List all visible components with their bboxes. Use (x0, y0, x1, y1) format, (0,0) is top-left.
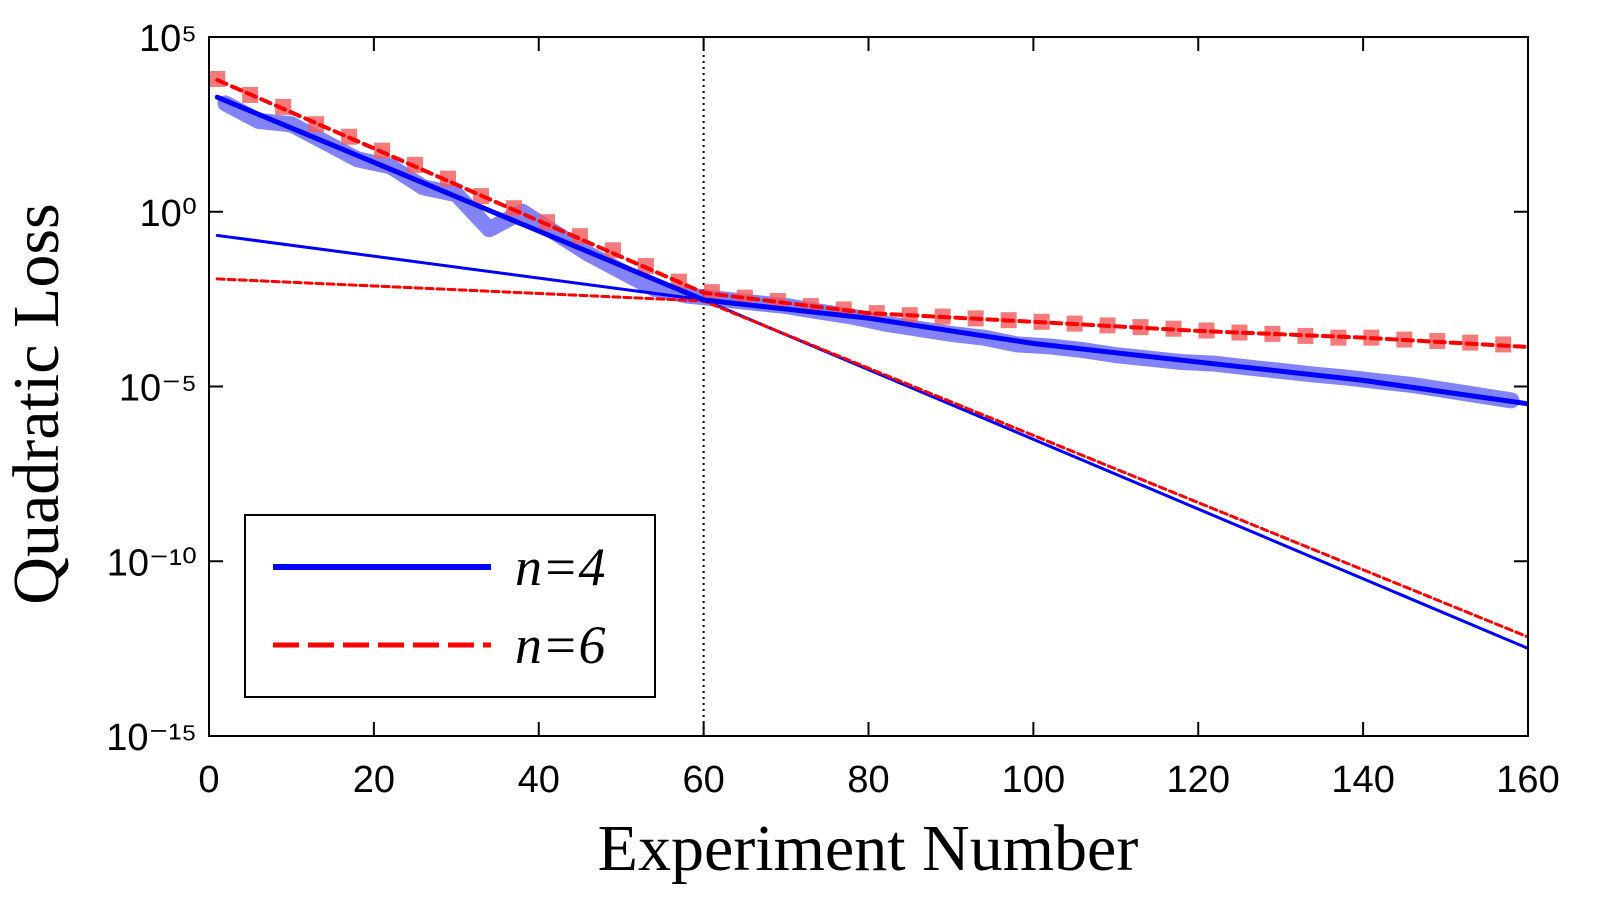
x-tick-label: 160 (1496, 759, 1559, 801)
legend-label: n=6 (515, 615, 605, 675)
series-line (214, 94, 1528, 407)
plot-area (209, 37, 1528, 736)
x-tick-label: 20 (353, 759, 395, 801)
series-line (215, 77, 1528, 349)
legend-label: n=4 (515, 537, 605, 597)
x-tick-label: 140 (1331, 759, 1394, 801)
plot-frame (208, 36, 1529, 737)
y-tick-label: 10⁻¹⁰ (107, 542, 197, 584)
x-tick-label: 100 (1002, 759, 1065, 801)
y-tick-label: 10⁻¹⁵ (106, 717, 197, 759)
x-tick-label: 120 (1167, 759, 1230, 801)
marker (1264, 325, 1281, 342)
x-tick-label: 80 (847, 759, 889, 801)
marker (1231, 324, 1248, 341)
x-tick-label: 40 (518, 759, 560, 801)
legend-box (244, 514, 656, 698)
marker (769, 292, 786, 309)
x-axis-label: Experiment Number (598, 812, 1139, 885)
y-axis-label: Quadratic Loss (0, 203, 73, 604)
x-tick-label: 60 (682, 759, 724, 801)
y-tick-label: 10⁻⁵ (119, 368, 197, 410)
y-tick-label: 10⁰ (139, 193, 197, 235)
x-tick-label: 0 (198, 759, 219, 801)
y-tick-label: 10⁵ (139, 18, 197, 60)
